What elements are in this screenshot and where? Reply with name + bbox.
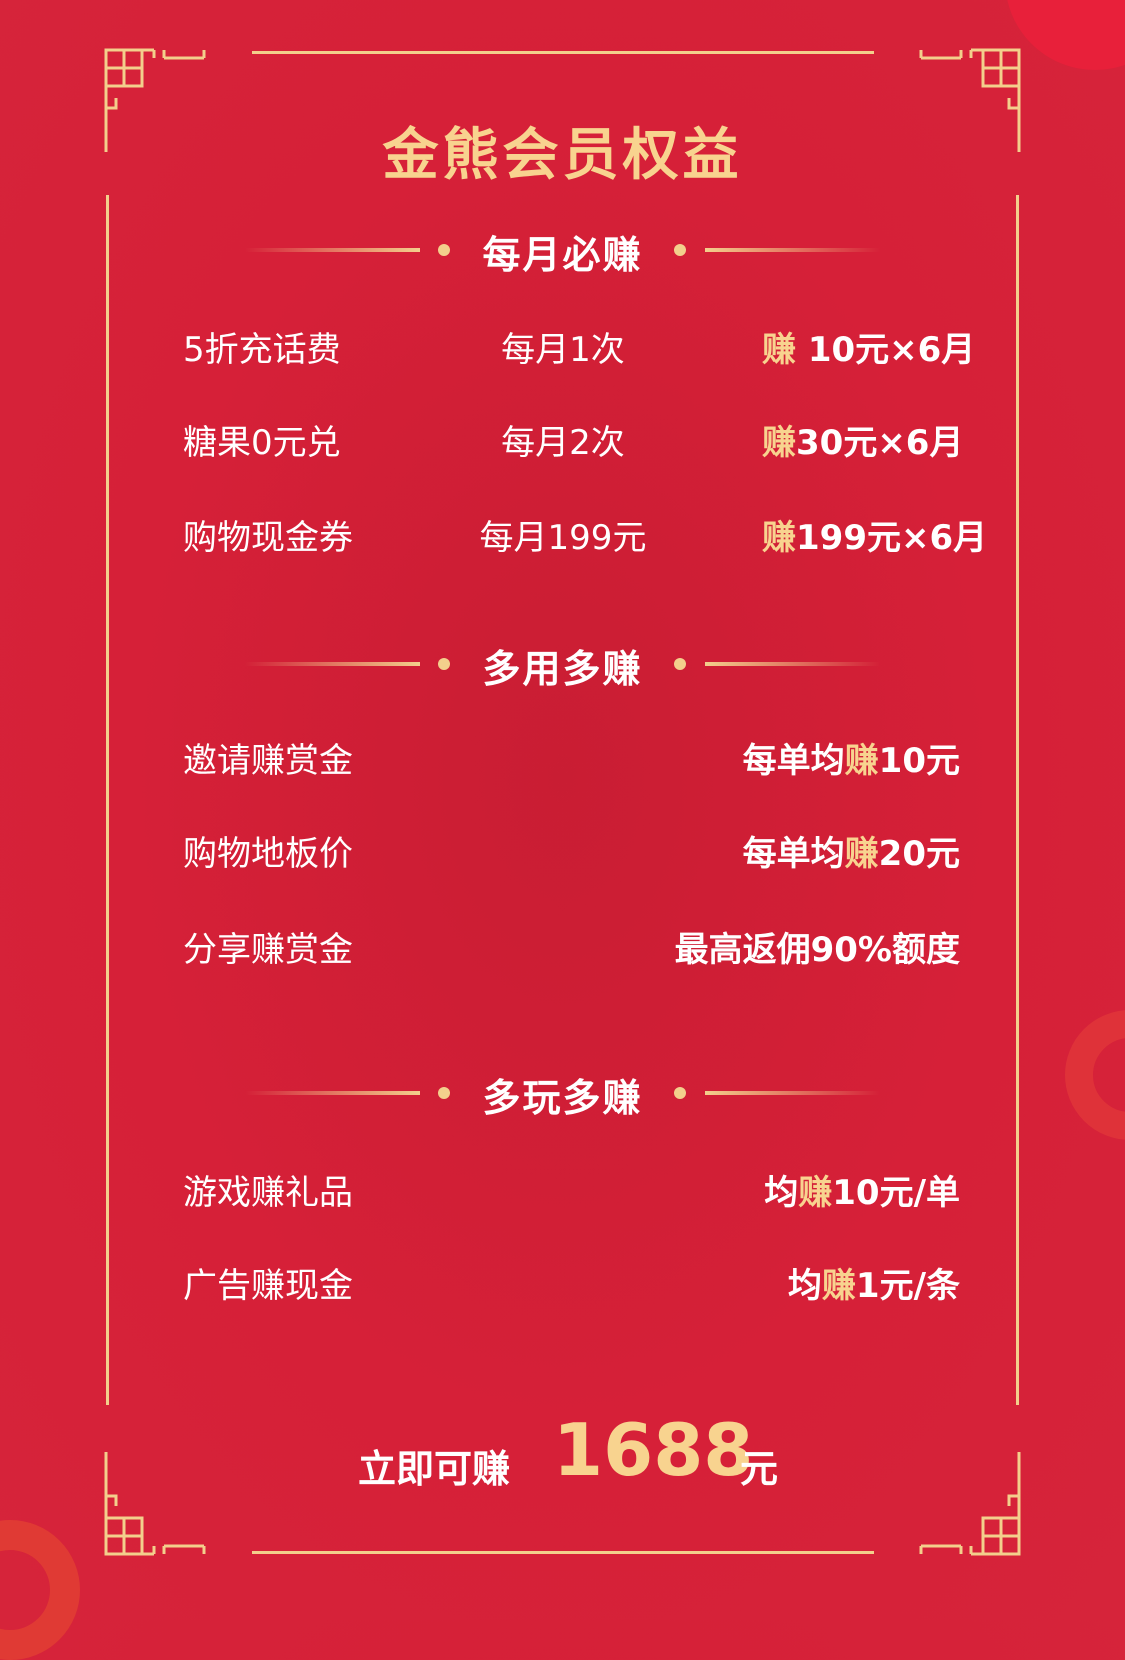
benefit-row: 购物现金券 每月199元 赚199元×6月 [0,510,1125,560]
frame-line-right [1016,195,1019,1405]
total-earnings: 立即可赚 1688 元 [0,1408,1125,1498]
divider-line [245,662,420,666]
divider-line [705,662,880,666]
benefit-name: 5折充话费 [183,330,341,370]
benefit-row: 糖果0元兑 每月2次 赚30元×6月 [0,415,1125,465]
benefit-frequency: 每月1次 [501,330,625,370]
benefit-row: 广告赚现金 均赚1元/条 [0,1258,1125,1308]
section-title: 每月必赚 [482,233,643,277]
section-title: 多玩多赚 [482,1076,643,1120]
benefit-name: 邀请赚赏金 [183,741,353,781]
total-label: 立即可赚 [358,1447,511,1491]
benefit-frequency: 每月199元 [479,518,647,558]
benefit-row: 游戏赚礼品 均赚10元/单 [0,1165,1125,1215]
benefit-earning: 赚 10元×6月 [762,330,976,370]
benefit-name: 购物现金券 [183,518,353,558]
divider-dot [674,1087,686,1099]
benefit-earning: 赚199元×6月 [762,518,988,558]
divider-line [705,1091,880,1095]
section-header-use-more: 多用多赚 [0,634,1125,694]
section-title: 多用多赚 [482,647,643,691]
divider-line [245,248,420,252]
benefit-name: 广告赚现金 [183,1266,353,1306]
frame-corner-bottom-left [104,1452,206,1556]
page-title: 金熊会员权益 [382,123,743,188]
section-header-monthly: 每月必赚 [0,220,1125,280]
benefit-frequency: 每月2次 [501,423,625,463]
frame-line-bottom [252,1551,874,1554]
benefit-row: 邀请赚赏金 每单均赚10元 [0,733,1125,783]
frame-line-left [106,195,109,1405]
divider-dot [438,1087,450,1099]
benefit-earning: 均赚10元/单 [764,1173,960,1213]
divider-line [245,1091,420,1095]
benefit-earning: 最高返佣90%额度 [674,930,960,970]
frame-line-top [252,51,874,54]
divider-line [705,248,880,252]
decorative-ring [0,1520,80,1660]
frame-corner-top-left [104,48,206,152]
section-header-play-more: 多玩多赚 [0,1063,1125,1123]
benefit-name: 糖果0元兑 [183,423,341,463]
benefit-row: 购物地板价 每单均赚20元 [0,826,1125,876]
benefit-earning: 均赚1元/条 [787,1266,960,1306]
divider-dot [438,658,450,670]
frame-corner-top-right [919,48,1021,152]
divider-dot [674,658,686,670]
benefit-name: 购物地板价 [183,834,353,874]
decorative-circle [1005,0,1125,70]
benefit-earning: 赚30元×6月 [762,423,964,463]
divider-dot [438,244,450,256]
benefit-row: 分享赚赏金 最高返佣90%额度 [0,922,1125,972]
benefit-earning: 每单均赚20元 [742,834,960,874]
benefit-row: 5折充话费 每月1次 赚 10元×6月 [0,322,1125,372]
frame-corner-bottom-right [919,1452,1021,1556]
benefit-name: 游戏赚礼品 [183,1173,353,1213]
benefit-name: 分享赚赏金 [183,930,353,970]
total-unit: 元 [740,1447,779,1491]
divider-dot [674,244,686,256]
total-amount: 1688 [553,1408,754,1492]
benefit-earning: 每单均赚10元 [742,741,960,781]
